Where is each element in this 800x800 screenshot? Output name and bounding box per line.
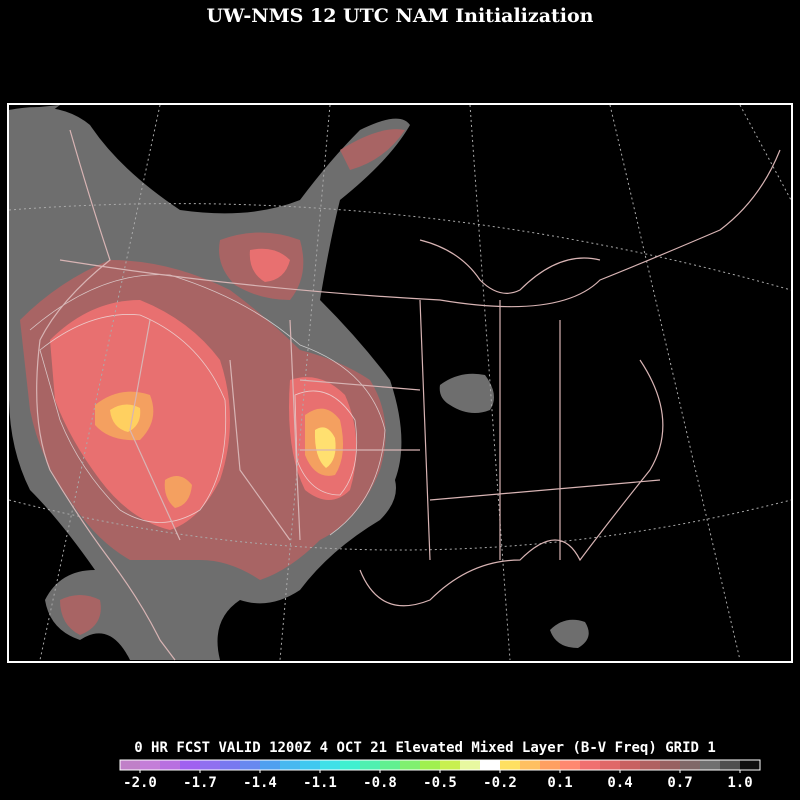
colorbar-swatch [540, 760, 560, 770]
colorbar-swatch [440, 760, 460, 770]
field-salmon [249, 248, 290, 282]
colorbar-swatch [660, 760, 680, 770]
colorbar-label: -1.7 [183, 775, 217, 791]
field-yellow [110, 404, 141, 432]
colorbar-swatch [600, 760, 620, 770]
map-frame [7, 103, 793, 663]
colorbar-swatch [160, 760, 180, 770]
graticule [9, 499, 791, 551]
border [129, 299, 661, 561]
field-gray [550, 619, 589, 648]
colorbar-swatch [360, 760, 380, 770]
colorbar-label: -0.2 [483, 775, 517, 791]
colorbar-swatch [340, 760, 360, 770]
colorbar-swatch [220, 760, 240, 770]
colorbar-swatch [560, 760, 580, 770]
colorbar-swatch [720, 760, 740, 770]
colorbar-swatch [500, 760, 520, 770]
colorbar-swatch [260, 760, 280, 770]
colorbar-swatch [460, 760, 480, 770]
graticule [9, 203, 791, 291]
colorbar-label: 0.4 [607, 775, 632, 791]
colorbar-swatch [520, 760, 540, 770]
colorbar-swatch [280, 760, 300, 770]
title: UW-NMS 12 UTC NAM Initialization [207, 5, 594, 27]
colorbar-swatch [180, 760, 200, 770]
map [7, 103, 793, 663]
colorbar: -2.0 -1.7 -1.4 -1.1 -0.8 -0.5 -0.2 0.1 0.4 0.7 1.0 [119, 759, 761, 791]
colorbar-swatch [300, 760, 320, 770]
colorbar-label: 0.1 [547, 775, 572, 791]
colorbar-label: -2.0 [123, 775, 157, 791]
caption: 0 HR FCST VALID 1200Z 4 OCT 21 Elevated … [134, 740, 716, 756]
colorbar-swatch [240, 760, 260, 770]
coastline [36, 129, 176, 661]
colorbar-swatch [380, 760, 400, 770]
colorbar-label: 0.7 [667, 775, 692, 791]
coastline [359, 359, 664, 607]
colorbar-swatch [420, 760, 440, 770]
colorbar-swatch [740, 760, 760, 770]
field-red [60, 595, 101, 635]
field-yellow [314, 427, 336, 468]
border [419, 239, 601, 294]
colorbar-swatch [320, 760, 340, 770]
field-gray [9, 105, 60, 140]
colorbar-label: -0.5 [423, 775, 457, 791]
colorbar-swatch [640, 760, 660, 770]
colorbar-label: 1.0 [727, 775, 752, 791]
colorbar-swatch [120, 760, 140, 770]
colorbar-swatch [140, 760, 160, 770]
colorbar-swatch [580, 760, 600, 770]
colorbar-label: -1.1 [303, 775, 337, 791]
colorbar-swatch [400, 760, 420, 770]
colorbar-swatch [700, 760, 720, 770]
colorbar-label: -1.4 [243, 775, 277, 791]
colorbar-label: -0.8 [363, 775, 397, 791]
contour [39, 314, 227, 523]
colorbar-swatch [200, 760, 220, 770]
field-red [340, 129, 405, 170]
contour [294, 390, 358, 496]
colorbar-swatch [680, 760, 700, 770]
field-orange [164, 476, 192, 508]
coastline [59, 149, 781, 308]
contour [29, 274, 386, 536]
field-gray [439, 373, 494, 414]
colorbar-swatch [620, 760, 640, 770]
colorbar-swatch [480, 760, 500, 770]
